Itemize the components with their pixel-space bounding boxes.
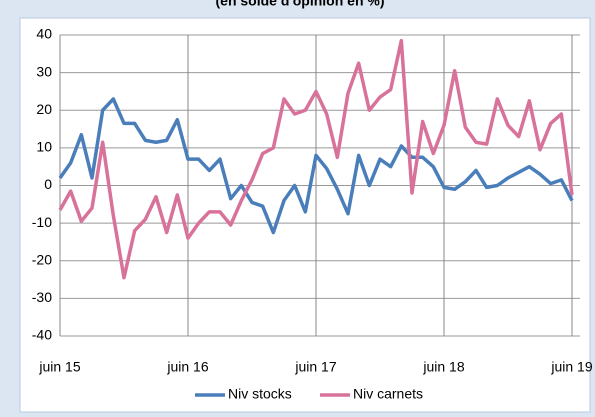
chart-subtitle: (en solde d'opinion en %) [216,0,385,9]
y-tick-label: -10 [32,214,52,230]
y-tick-label: -40 [32,327,52,343]
y-tick-label: 10 [36,139,52,155]
y-tick-label: 0 [44,176,52,192]
y-tick-label: 40 [36,26,52,42]
x-tick-label: juin 19 [550,359,592,375]
x-tick-label: juin 18 [422,359,464,375]
x-tick-label: juin 17 [294,359,336,375]
series-line [58,38,574,280]
legend-label: Niv stocks [228,386,292,402]
x-tick-label: juin 16 [166,359,208,375]
chart-area [19,17,591,413]
y-tick-label: 20 [36,101,52,117]
series-line [58,97,574,235]
legend-label: Niv carnets [353,386,423,402]
y-tick-label: -20 [32,251,52,267]
y-tick-label: -30 [32,289,52,305]
x-tick-label: juin 15 [38,359,80,375]
y-tick-label: 30 [36,63,52,79]
